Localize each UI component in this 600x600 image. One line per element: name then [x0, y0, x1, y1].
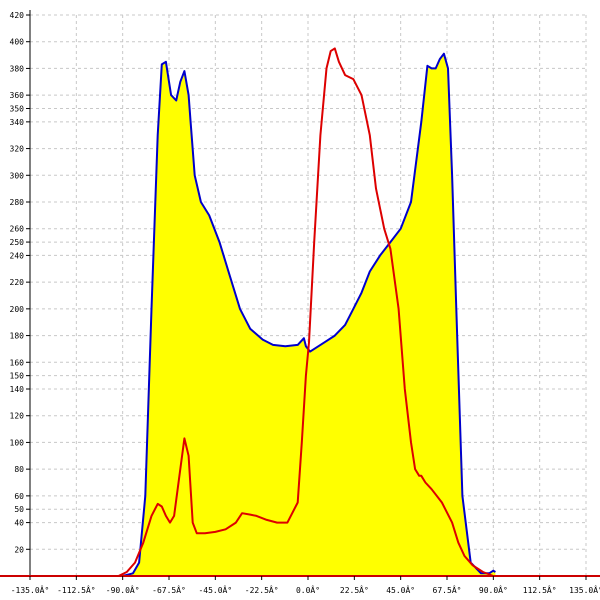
- x-tick-label: -112.5Â°: [57, 584, 96, 595]
- y-tick-label: 250: [10, 238, 25, 247]
- y-tick-label: 120: [10, 412, 25, 421]
- x-tick-label: 135.0Â°: [569, 584, 600, 595]
- x-tick-label: -67.5Â°: [152, 584, 186, 595]
- x-tick-label: 22.5Â°: [340, 584, 369, 595]
- tick-labels: 20 40 50 60 80 100 120 140 150 160 180 200 220 240 250…: [10, 11, 600, 595]
- series-area-fill: [122, 53, 496, 576]
- y-tick-label: 220: [10, 278, 25, 287]
- y-tick-label: 360: [10, 91, 25, 100]
- y-tick-label: 20: [14, 545, 24, 554]
- y-tick-label: 200: [10, 305, 25, 314]
- x-tick-label: -135.0Â°: [11, 584, 50, 595]
- axes: [0, 10, 600, 580]
- y-tick-label: 300: [10, 171, 25, 180]
- y-tick-label: 60: [14, 492, 24, 501]
- y-tick-label: 420: [10, 11, 25, 20]
- x-tick-label: 112.5Â°: [523, 584, 557, 595]
- y-tick-label: 280: [10, 198, 25, 207]
- series-line: [122, 52, 496, 577]
- y-tick-label: 340: [10, 118, 25, 127]
- y-tick-label: 40: [14, 519, 24, 528]
- series-layer: [118, 47, 498, 577]
- y-tick-label: 50: [14, 505, 24, 514]
- y-tick-label: 80: [14, 465, 24, 474]
- y-tick-label: 140: [10, 385, 25, 394]
- grid: [29, 14, 587, 576]
- y-tick-label: 100: [10, 438, 25, 447]
- x-tick-label: -22.5Â°: [245, 584, 279, 595]
- series-line: [118, 47, 498, 577]
- y-tick-label: 150: [10, 372, 25, 381]
- y-tick-label: 350: [10, 105, 25, 114]
- x-tick-label: 67.5Â°: [433, 584, 462, 595]
- y-tick-label: 320: [10, 145, 25, 154]
- x-tick-label: -45.0Â°: [198, 584, 232, 595]
- x-tick-label: -90.0Â°: [106, 584, 140, 595]
- y-tick-label: 380: [10, 64, 25, 73]
- x-tick-label: 90.0Â°: [479, 584, 508, 595]
- y-tick-label: 180: [10, 332, 25, 341]
- x-tick-label: 0.0Â°: [296, 584, 320, 595]
- y-tick-label: 260: [10, 225, 25, 234]
- y-tick-label: 160: [10, 358, 25, 367]
- y-tick-label: 240: [10, 251, 25, 260]
- y-tick-label: 400: [10, 38, 25, 47]
- x-tick-label: 45.0Â°: [386, 584, 415, 595]
